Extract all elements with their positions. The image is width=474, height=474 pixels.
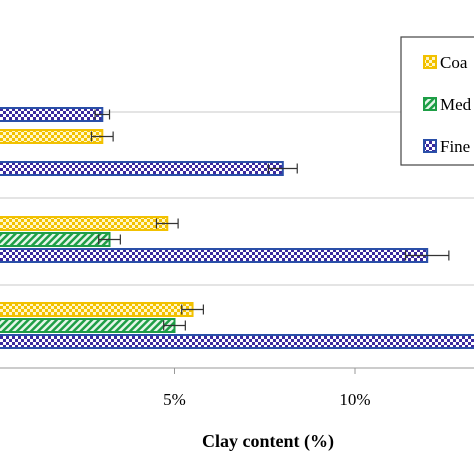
legend-label-coa: Coa <box>440 53 468 72</box>
error-bar-coa-group-3 <box>155 218 179 229</box>
bars-layer <box>0 107 474 349</box>
legend-swatch-coa <box>423 55 437 69</box>
bar-fine-group-3 <box>0 248 429 263</box>
error-bar-med-group-4 <box>163 320 186 331</box>
bar-coa-group-2 <box>0 129 104 144</box>
error-bar-coa-group-2 <box>90 131 114 142</box>
bar-coa-group-4 <box>0 302 194 317</box>
bar-fine-group-2 <box>0 161 284 176</box>
legend-box <box>400 36 474 166</box>
error-bars-layer <box>90 109 450 331</box>
legend: Coa Med Fine <box>400 36 474 166</box>
x-tick-label-10: 10% <box>339 390 370 409</box>
error-bar-coa-group-4 <box>181 304 204 315</box>
x-axis-title: Clay content (%) <box>202 431 334 452</box>
legend-swatch-fine <box>423 139 437 153</box>
error-bar-med-group-3 <box>98 234 121 245</box>
error-bar-fine-group-2 <box>267 163 298 174</box>
bar-coa-group-3 <box>0 216 169 231</box>
x-tick-label-5: 5% <box>163 390 186 409</box>
error-bar-fine-group-1 <box>94 109 111 120</box>
bar-fine-group-4 <box>0 334 474 349</box>
legend-label-med: Med <box>440 95 472 114</box>
bar-med-group-3 <box>0 232 111 247</box>
legend-label-fine: Fine <box>440 137 470 156</box>
bar-fine-group-1 <box>0 107 104 122</box>
x-ticks: 5%10%15% <box>163 368 371 409</box>
bar-med-group-4 <box>0 318 176 333</box>
error-bar-fine-group-3 <box>404 250 450 261</box>
legend-swatch-med <box>423 97 437 111</box>
